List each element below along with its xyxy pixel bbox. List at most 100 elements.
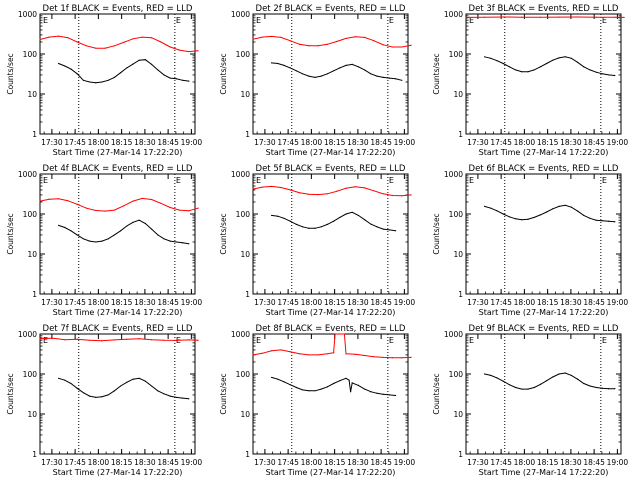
series-lld-point <box>188 210 189 211</box>
series-events-point <box>490 208 491 209</box>
series-lld-point <box>271 36 272 37</box>
y-tick-label: 1000 <box>18 170 37 179</box>
series-events-point <box>509 216 510 217</box>
series-events-point <box>333 70 334 71</box>
series-lld-point <box>163 340 164 341</box>
series-lld-point <box>521 17 522 18</box>
series-lld-point <box>308 45 309 46</box>
series-events-point <box>327 386 328 387</box>
x-tick-label: 17:45 <box>490 458 512 467</box>
series-events-point <box>521 219 522 220</box>
series-events-point <box>77 234 78 235</box>
series-lld-point <box>614 17 615 18</box>
series-events-point <box>163 393 164 394</box>
series-events-point <box>521 388 522 389</box>
series-lld-point <box>105 211 106 212</box>
series-lld-point <box>198 340 199 341</box>
series-events-point <box>602 220 603 221</box>
series-lld-point <box>336 41 337 42</box>
x-tick-label: 17:45 <box>64 138 86 147</box>
series-lld-point <box>271 350 272 351</box>
chart-title: Det 4f BLACK = Events, RED = LLD <box>43 164 193 174</box>
series-lld-point <box>299 192 300 193</box>
y-tick-label: 1 <box>32 130 37 139</box>
plot-frame <box>40 14 195 134</box>
series-events-point <box>101 81 102 82</box>
series-events-point <box>271 215 272 216</box>
series-events-point <box>565 56 566 57</box>
series-events-point <box>126 67 127 68</box>
series-lld-point <box>336 191 337 192</box>
series-events-point <box>552 376 553 377</box>
chart-title: Det 7f BLACK = Events, RED = LLD <box>43 324 193 334</box>
series-lld-point <box>339 333 340 334</box>
x-tick-label: 17:45 <box>490 298 512 307</box>
x-tick-label: 17:30 <box>254 458 276 467</box>
chart-title: Det 1f BLACK = Events, RED = LLD <box>43 4 193 14</box>
y-tick-label: 1 <box>245 450 250 459</box>
series-events-point <box>108 238 109 239</box>
series-events-point <box>271 62 272 63</box>
x-tick-label: 18:45 <box>583 298 605 307</box>
series-events-point <box>608 388 609 389</box>
x-tick-label: 19:00 <box>181 138 203 147</box>
series-events-point <box>283 218 284 219</box>
series-events-line <box>485 57 615 76</box>
series-lld-point <box>114 45 115 46</box>
y-axis-label: Counts/sec <box>432 53 441 94</box>
series-events-point <box>277 216 278 217</box>
series-events-point <box>277 379 278 380</box>
y-tick-label: 10 <box>453 410 463 419</box>
series-events-point <box>558 373 559 374</box>
y-tick-label: 1000 <box>231 170 250 179</box>
chart-panel-1f: Det 1f BLACK = Events, RED = LLDCounts/s… <box>6 4 202 157</box>
series-events-point <box>552 60 553 61</box>
series-events-point <box>509 66 510 67</box>
marker-label-left: E <box>469 336 474 345</box>
series-events-point <box>321 76 322 77</box>
x-tick-label: 18:45 <box>370 138 392 147</box>
x-tick-label: 18:15 <box>111 458 133 467</box>
x-tick-label: 18:30 <box>560 298 582 307</box>
series-lld-point <box>67 200 68 201</box>
series-events-point <box>157 234 158 235</box>
series-lld-point <box>280 187 281 188</box>
series-events-point <box>571 207 572 208</box>
series-lld-point <box>105 48 106 49</box>
series-events-point <box>352 212 353 213</box>
x-tick-label: 18:00 <box>514 138 536 147</box>
series-events-point <box>515 387 516 388</box>
series-events-point <box>277 63 278 64</box>
chart-title: Det 5f BLACK = Events, RED = LLD <box>256 164 406 174</box>
y-tick-label: 1000 <box>444 330 463 339</box>
series-lld-point <box>64 339 65 340</box>
series-lld-point <box>484 17 485 18</box>
series-events-point <box>395 230 396 231</box>
series-events-point <box>163 238 164 239</box>
series-events-point <box>565 372 566 373</box>
series-lld-point <box>364 37 365 38</box>
series-lld-point <box>170 46 171 47</box>
series-events-point <box>151 64 152 65</box>
series-events-line <box>272 63 402 80</box>
chart-panel-9f: Det 9f BLACK = Events, RED = LLDCounts/s… <box>432 324 628 477</box>
y-tick-label: 1 <box>458 290 463 299</box>
plot-frame <box>466 14 621 134</box>
series-events-point <box>120 72 121 73</box>
series-events-point <box>182 80 183 81</box>
series-events-point <box>58 225 59 226</box>
chart-panel-7f: Det 7f BLACK = Events, RED = LLDCounts/s… <box>6 324 202 477</box>
x-tick-label: 19:00 <box>394 458 416 467</box>
marker-label-left: E <box>43 16 48 25</box>
series-events-point <box>89 241 90 242</box>
series-lld-point <box>252 39 253 40</box>
series-lld-point <box>198 50 199 51</box>
x-tick-label: 19:00 <box>394 138 416 147</box>
marker-label-right: E <box>389 336 394 345</box>
x-tick-label: 18:00 <box>514 458 536 467</box>
series-lld-point <box>86 208 87 209</box>
series-lld-point <box>624 17 625 18</box>
series-events-point <box>395 395 396 396</box>
chart-panel-2f: Det 2f BLACK = Events, RED = LLDCounts/s… <box>219 4 415 157</box>
x-tick-label: 18:45 <box>370 458 392 467</box>
